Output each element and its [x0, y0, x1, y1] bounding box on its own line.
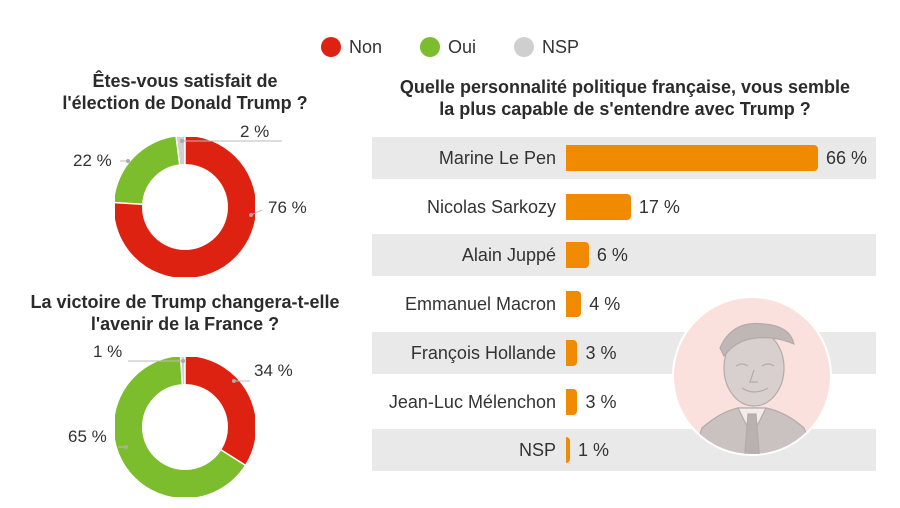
donut2-label-non: 34 % [254, 361, 293, 380]
donut1-slice-separator [175, 137, 181, 165]
bar-category-label: François Hollande [410, 342, 556, 363]
donut2-label-nsp: 1 % [93, 342, 123, 361]
bar-category-label: Alain Juppé [461, 245, 556, 266]
bar [566, 193, 631, 220]
bar [566, 242, 589, 269]
legend-swatch-nsp [514, 37, 535, 57]
bar-value-label: 17 % [638, 196, 680, 217]
bar-chart-title-line1: Quelle personnalité politique française,… [399, 77, 851, 97]
donut2-title-line2: l'avenir de la France ? [90, 314, 280, 334]
legend-item-oui: Oui [420, 36, 476, 58]
bar-chart-title-line2: la plus capable de s'entendre avec Trump… [439, 99, 811, 119]
bar-value-label: 1 % [578, 440, 610, 461]
donut1-title-line2: l'élection de Donald Trump ? [62, 93, 308, 113]
donut1-label-oui: 22 % [73, 151, 112, 170]
legend-label-non: Non [348, 36, 382, 57]
donut1-chart [115, 137, 255, 277]
bar [566, 145, 818, 171]
bar-category-label: Marine Le Pen [438, 148, 556, 168]
donut1-label-nsp: 2 % [240, 122, 270, 141]
donut2-chart [115, 357, 255, 497]
bar-value-label: 4 % [589, 294, 621, 315]
donut2-label-oui: 65 % [68, 427, 107, 446]
donut2-slice-separator [220, 449, 246, 466]
donut2-title-line1: La victoire de Trump changera-t-elle [30, 292, 340, 312]
legend-swatch-oui [420, 37, 440, 57]
bar-value-label: 66 % [826, 148, 868, 168]
bar-row-background [372, 234, 876, 277]
bar [566, 437, 570, 464]
legend-item-nsp: NSP [514, 36, 579, 58]
bar [566, 339, 578, 366]
bar-category-label: NSP [518, 440, 556, 461]
bar [566, 388, 578, 415]
bar-chart-title: Quelle personnalité politique française,… [372, 76, 878, 120]
donut1-title: Êtes-vous satisfait de l'élection de Don… [30, 70, 340, 114]
legend: Non Oui NSP [0, 36, 900, 58]
bar-value-label: 6 % [596, 245, 628, 266]
donut1-leaders [120, 139, 282, 217]
donut1-label-non: 76 % [268, 198, 307, 217]
donut1-title-line1: Êtes-vous satisfait de [92, 71, 278, 91]
bar-category-label: Nicolas Sarkozy [426, 196, 556, 217]
donut2-slice-oui [115, 357, 255, 497]
donut2-title: La victoire de Trump changera-t-elle l'a… [12, 291, 358, 335]
bar-category-label: Jean-Luc Mélenchon [388, 391, 556, 412]
bar [566, 291, 582, 318]
bar-category-label: Emmanuel Macron [404, 294, 556, 315]
bar-value-label: 3 % [585, 391, 617, 412]
legend-label-oui: Oui [448, 36, 477, 57]
trump-portrait-icon [672, 296, 832, 456]
legend-swatch-non [320, 37, 341, 57]
legend-label-nsp: NSP [542, 36, 580, 57]
donut2-leaders [118, 359, 250, 449]
donut1-slice-separator [115, 201, 143, 206]
legend-item-non: Non [320, 36, 382, 58]
bar-value-label: 3 % [585, 342, 617, 363]
